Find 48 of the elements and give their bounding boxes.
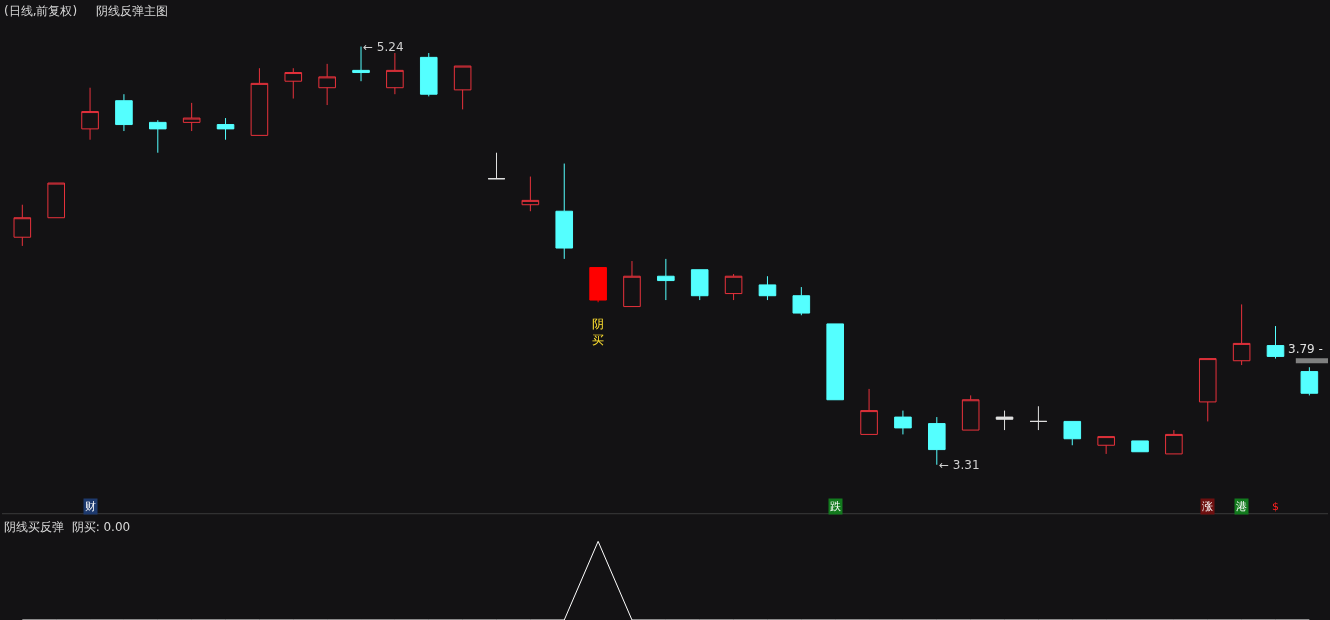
candlestick [826, 323, 844, 401]
candlestick [555, 163, 574, 260]
chart-title: (日线,前复权) 阴线反弹主图 [4, 4, 169, 18]
candlestick [1198, 358, 1217, 422]
candlestick [690, 269, 709, 301]
candlestick [318, 63, 336, 106]
candlestick [419, 52, 438, 97]
candlestick [894, 410, 912, 435]
candlestick [1165, 429, 1183, 455]
candlestick [1232, 303, 1251, 366]
candlestick [1063, 420, 1082, 446]
candlestick [453, 65, 472, 110]
candlestick [81, 87, 99, 141]
candlestick [758, 275, 777, 301]
text: $ [1272, 500, 1279, 513]
candlestick [995, 410, 1014, 431]
candlestick [792, 286, 811, 316]
chart-title: 阴线买反弹 阴买: 0.00 [4, 520, 131, 534]
candlestick [182, 102, 201, 132]
annotation: 阴买 [592, 317, 604, 347]
candlestick [1131, 440, 1149, 453]
candlestick [47, 182, 65, 219]
candlestick [589, 267, 607, 303]
candlestick [1266, 325, 1285, 360]
text: 跌 [830, 500, 841, 513]
candlestick [115, 93, 133, 132]
candlestick [657, 258, 675, 301]
candlestick [623, 260, 641, 308]
text: 港 [1236, 500, 1247, 513]
candlestick [1029, 405, 1048, 431]
ref-line-label: 3.79 - [1288, 342, 1323, 356]
candlestick [13, 204, 32, 247]
text: 涨 [1202, 500, 1213, 513]
text: 财 [85, 500, 96, 513]
candlestick [1097, 436, 1115, 455]
candlestick [216, 117, 235, 141]
candlestick [487, 152, 506, 180]
candlestick [860, 388, 878, 435]
candlestick [284, 67, 303, 100]
candlestick [521, 176, 540, 212]
candlestick [724, 273, 743, 301]
annotation: ← 3.31 [939, 458, 980, 472]
candlestick [149, 119, 167, 154]
annotation: ← 5.24 [363, 40, 404, 54]
candlestick [1300, 366, 1319, 396]
candlestick [386, 52, 404, 95]
candlestick [961, 394, 980, 431]
candlestick [250, 67, 269, 136]
